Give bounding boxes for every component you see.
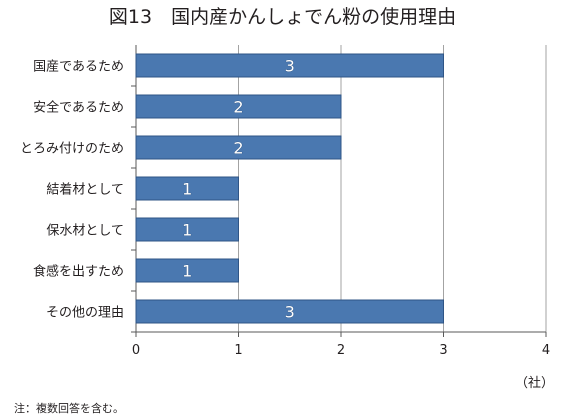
bar [135,258,239,283]
data-label: 3 [285,57,295,76]
bar [135,299,444,324]
bar [135,53,444,78]
category-label: 保水材として [46,224,124,239]
bar [135,217,239,242]
category-label: 結着材として [46,182,124,198]
data-label: 3 [285,303,295,322]
x-tick-label: 3 [439,343,447,358]
category-label: 食感を出すため [33,264,124,280]
bar [135,135,342,160]
category-label: とろみ付けのため [20,142,124,157]
category-label: その他の理由 [46,306,124,321]
data-label: 1 [182,221,192,240]
data-label: 2 [233,98,243,117]
x-tick-label: 0 [132,343,140,358]
data-label: 1 [182,180,192,199]
unit-label: （社） [515,376,555,391]
x-tick-label: 4 [542,343,550,358]
category-label: 国産であるため [33,59,124,75]
bar [135,176,239,201]
chart-title: 図13 国内産かんしょでん粉の使用理由 [108,6,457,28]
x-tick-label: 2 [337,343,345,358]
data-label: 2 [233,139,243,158]
footnote: 注：複数回答を含む。 [14,402,124,415]
bar [135,94,342,119]
data-label: 1 [182,262,192,281]
x-tick-label: 1 [234,343,242,358]
category-label: 安全であるため [33,100,124,116]
